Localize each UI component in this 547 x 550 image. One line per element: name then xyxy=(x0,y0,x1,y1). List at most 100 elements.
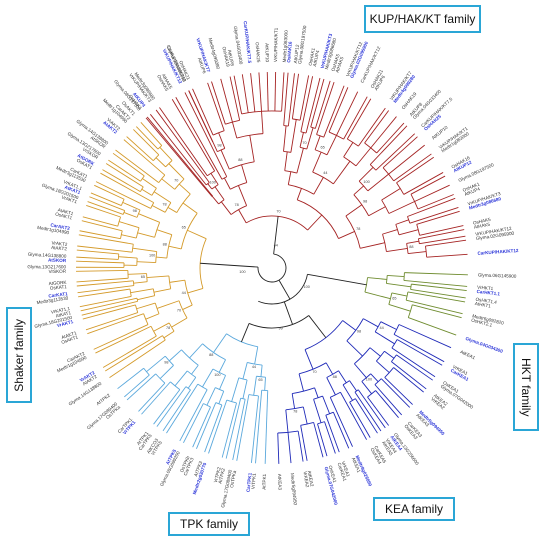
leaf-label: AtTPK2 xyxy=(95,392,111,406)
bootstrap-value: 99 xyxy=(279,326,283,330)
internal-branch xyxy=(130,288,154,294)
clade-arc xyxy=(292,387,315,394)
internal-branch xyxy=(137,295,155,301)
internal-branch xyxy=(118,256,138,259)
leaf-label: OsHAK25 xyxy=(255,42,261,63)
terminal-branch xyxy=(102,335,157,368)
tree-branches xyxy=(75,72,468,464)
internal-branch xyxy=(212,142,218,152)
leaf-label: VrSKOR xyxy=(49,269,67,274)
terminal-branch xyxy=(80,297,138,312)
terminal-branch xyxy=(159,107,208,176)
hkt-family-box: HKT family xyxy=(513,343,539,431)
internal-branch xyxy=(223,177,231,190)
leaf-label: Glyma.08G197500 xyxy=(297,25,307,64)
tpk-family-label: TPK family xyxy=(179,517,238,531)
terminal-branch xyxy=(233,75,243,114)
bootstrap-value: 78 xyxy=(234,203,238,207)
clade-arc xyxy=(140,175,145,182)
backbone-arc xyxy=(257,267,280,283)
backbone-branch xyxy=(283,301,293,325)
terminal-branch xyxy=(323,85,345,138)
leaf-label: VrTPK1 xyxy=(251,473,257,490)
terminal-branch xyxy=(123,139,166,176)
internal-branch xyxy=(364,291,391,300)
terminal-branch xyxy=(76,249,119,255)
tree-leaf-labels: Glyma.08G197500OsHAK1AtKUP4VrKUP/HAK/KT3… xyxy=(27,21,519,508)
backbone-arc xyxy=(258,274,308,305)
leaf-label: AtKUP4 xyxy=(312,49,320,66)
leaf-label: AtKUP12 xyxy=(293,44,300,64)
clade-arc xyxy=(425,245,428,258)
clade-arc xyxy=(132,280,135,286)
terminal-branch xyxy=(287,432,292,464)
terminal-branch xyxy=(404,272,468,276)
internal-branch xyxy=(242,362,248,380)
clade-arc xyxy=(176,193,191,213)
terminal-branch xyxy=(380,378,411,408)
clade-arc xyxy=(164,202,172,213)
leaf-label: OsAKT1 xyxy=(61,334,79,345)
terminal-branch xyxy=(407,291,466,303)
internal-branch xyxy=(367,173,389,192)
bootstrap-value: 44 xyxy=(323,171,327,175)
terminal-branch xyxy=(105,335,163,372)
internal-branch xyxy=(168,245,182,250)
internal-branch xyxy=(187,377,197,389)
leaf-label: AtKUP4 xyxy=(464,186,481,197)
internal-branch xyxy=(349,380,358,392)
leaf-label: Glyma.04G033400 xyxy=(233,26,244,65)
internal-branch xyxy=(212,196,220,205)
leaf-label: Glyma.02G095900 xyxy=(476,231,515,241)
terminal-branch xyxy=(141,381,171,415)
leaf-label: AtHAK5 xyxy=(335,56,345,74)
terminal-branch xyxy=(78,234,134,245)
bootstrap-value: 78 xyxy=(162,202,166,206)
bootstrap-value: 100 xyxy=(303,285,309,289)
internal-branch xyxy=(132,247,157,253)
terminal-branch xyxy=(357,389,386,429)
clade-arc xyxy=(135,227,140,239)
clade-arc xyxy=(376,350,385,362)
terminal-branch xyxy=(100,172,154,204)
terminal-branch xyxy=(149,114,207,186)
clade-arc xyxy=(256,375,266,378)
bootstrap-value: 98 xyxy=(357,330,361,334)
leaf-label: VrTPK2 xyxy=(213,466,222,483)
bootstrap-value: 88 xyxy=(333,375,337,379)
terminal-branch xyxy=(349,401,371,438)
terminal-branch xyxy=(108,159,141,182)
bootstrap-value: 65 xyxy=(392,297,396,301)
clade-arc xyxy=(174,178,185,190)
clade-arc xyxy=(170,381,181,390)
terminal-branch xyxy=(236,394,250,461)
leaf-label: OsKAT1 xyxy=(50,284,68,291)
clade-arc xyxy=(407,304,413,318)
terminal-branch xyxy=(281,72,285,112)
terminal-branch xyxy=(241,74,249,113)
leaf-label: Glyma.06G145900 xyxy=(478,272,517,278)
clade-arc xyxy=(416,224,421,236)
terminal-branch xyxy=(81,220,123,232)
terminal-branch xyxy=(207,82,225,131)
internal-branch xyxy=(121,234,137,239)
internal-branch xyxy=(395,219,409,225)
terminal-branch xyxy=(126,136,154,162)
internal-branch xyxy=(283,125,287,152)
internal-branch xyxy=(408,251,427,254)
internal-branch xyxy=(202,368,214,388)
bootstrap-value: 98 xyxy=(164,361,168,365)
leaf-label: AtHAK5 xyxy=(473,222,490,230)
internal-branch xyxy=(382,229,398,235)
leaf-label: OsHAK5 xyxy=(330,53,340,72)
internal-branch xyxy=(145,313,160,320)
internal-branch xyxy=(369,347,381,357)
leaf-label: OsHAK5 xyxy=(473,217,492,226)
bootstrap-value: 65 xyxy=(141,275,145,279)
terminal-branch xyxy=(102,169,141,193)
internal-branch xyxy=(156,300,180,309)
terminal-branch xyxy=(300,425,308,461)
internal-branch xyxy=(338,231,355,239)
terminal-branch xyxy=(95,325,152,354)
